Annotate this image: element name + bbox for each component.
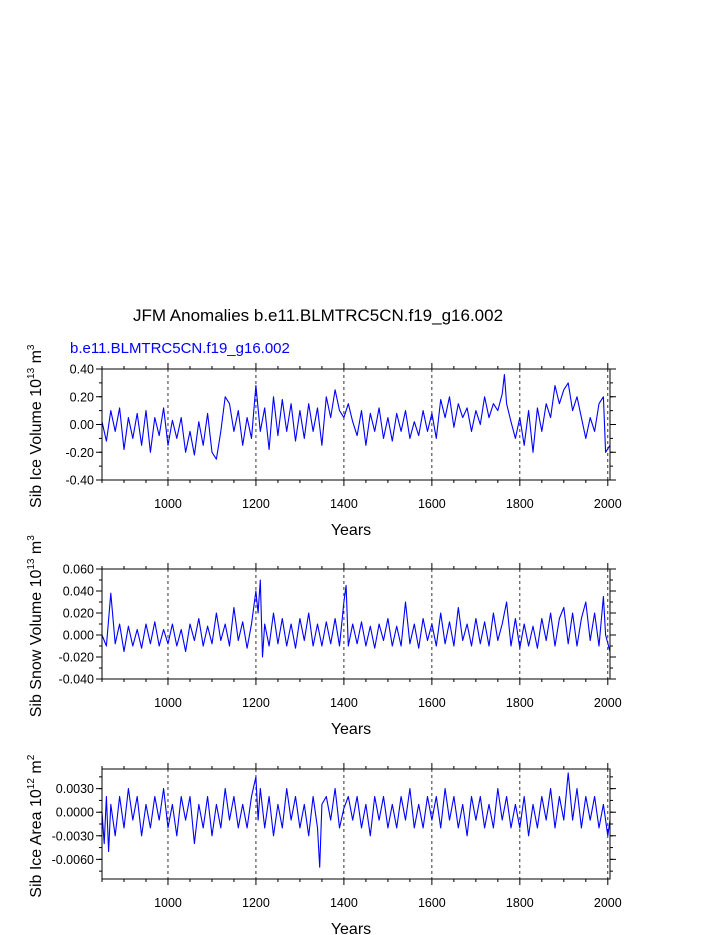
x-tick-label: 2000: [594, 696, 622, 710]
plot-frame: [101, 368, 611, 481]
series-line: [101, 772, 611, 868]
series-line: [101, 374, 611, 460]
y-tick-label: 0.20: [70, 390, 94, 404]
x-tick-label: 1800: [506, 497, 534, 511]
y-tick-label: 0.00: [70, 418, 94, 432]
x-tick-label: 1000: [154, 696, 182, 710]
y-axis-label: Sib Ice Area 1012 m2: [26, 750, 45, 897]
x-axis-label: Years: [331, 721, 371, 738]
plot-frame: [101, 568, 611, 680]
y-tick-label: 0.0000: [56, 806, 94, 820]
x-tick-label: 1200: [242, 497, 270, 511]
y-tick-label: -0.0060: [52, 853, 94, 867]
x-tick-label: 1400: [330, 896, 358, 910]
x-tick-label: 1600: [418, 497, 446, 511]
series-line: [101, 579, 611, 658]
y-axis-label: Sib Snow Volume 1013 m3: [26, 531, 45, 718]
figure-title: JFM Anomalies b.e11.BLMTRC5CN.f19_g16.00…: [133, 306, 503, 325]
y-tick-label: -0.020: [59, 651, 94, 665]
x-tick-label: 1400: [330, 696, 358, 710]
y-tick-label: -0.20: [66, 446, 95, 460]
ice-area-panel: 1000 1200 1400 1600 1800 2000 -0.0060 -0.0030 0.…: [26, 750, 622, 935]
y-axis-label: Sib Ice Volume 1013 m3: [26, 340, 45, 508]
y-tick-label: 0.0030: [56, 782, 94, 796]
x-tick-label: 1600: [418, 896, 446, 910]
x-axis-label: Years: [331, 921, 371, 935]
y-tick-label: 0.40: [70, 363, 94, 377]
x-axis-label: Years: [331, 522, 371, 539]
y-tick-label: 0.040: [63, 585, 94, 599]
x-tick-label: 1000: [154, 497, 182, 511]
x-tick-label: 1200: [242, 696, 270, 710]
x-tick-label: 1600: [418, 696, 446, 710]
y-tick-label: 0.060: [63, 563, 94, 577]
x-tick-label: 2000: [594, 497, 622, 511]
snow-volume-panel: 1000 1200 1400 1600 1800 2000 -0.040 -0.020 0.00…: [26, 531, 622, 738]
x-tick-label: 1400: [330, 497, 358, 511]
x-tick-label: 1800: [506, 896, 534, 910]
x-tick-label: 1800: [506, 696, 534, 710]
y-tick-label: -0.0030: [52, 829, 94, 843]
x-tick-label: 1200: [242, 896, 270, 910]
y-tick-label: -0.40: [66, 474, 95, 488]
ice-volume-panel: 1000 1200 1400 1600 1800 2000 -0.40 -0.20 0.00 0.…: [26, 340, 622, 539]
y-tick-label: -0.040: [59, 673, 94, 687]
figure-subtitle: b.e11.BLMTRC5CN.f19_g16.002: [70, 340, 290, 357]
y-tick-label: 0.000: [63, 629, 94, 643]
x-tick-label: 2000: [594, 896, 622, 910]
x-tick-label: 1000: [154, 896, 182, 910]
y-tick-label: 0.020: [63, 607, 94, 621]
